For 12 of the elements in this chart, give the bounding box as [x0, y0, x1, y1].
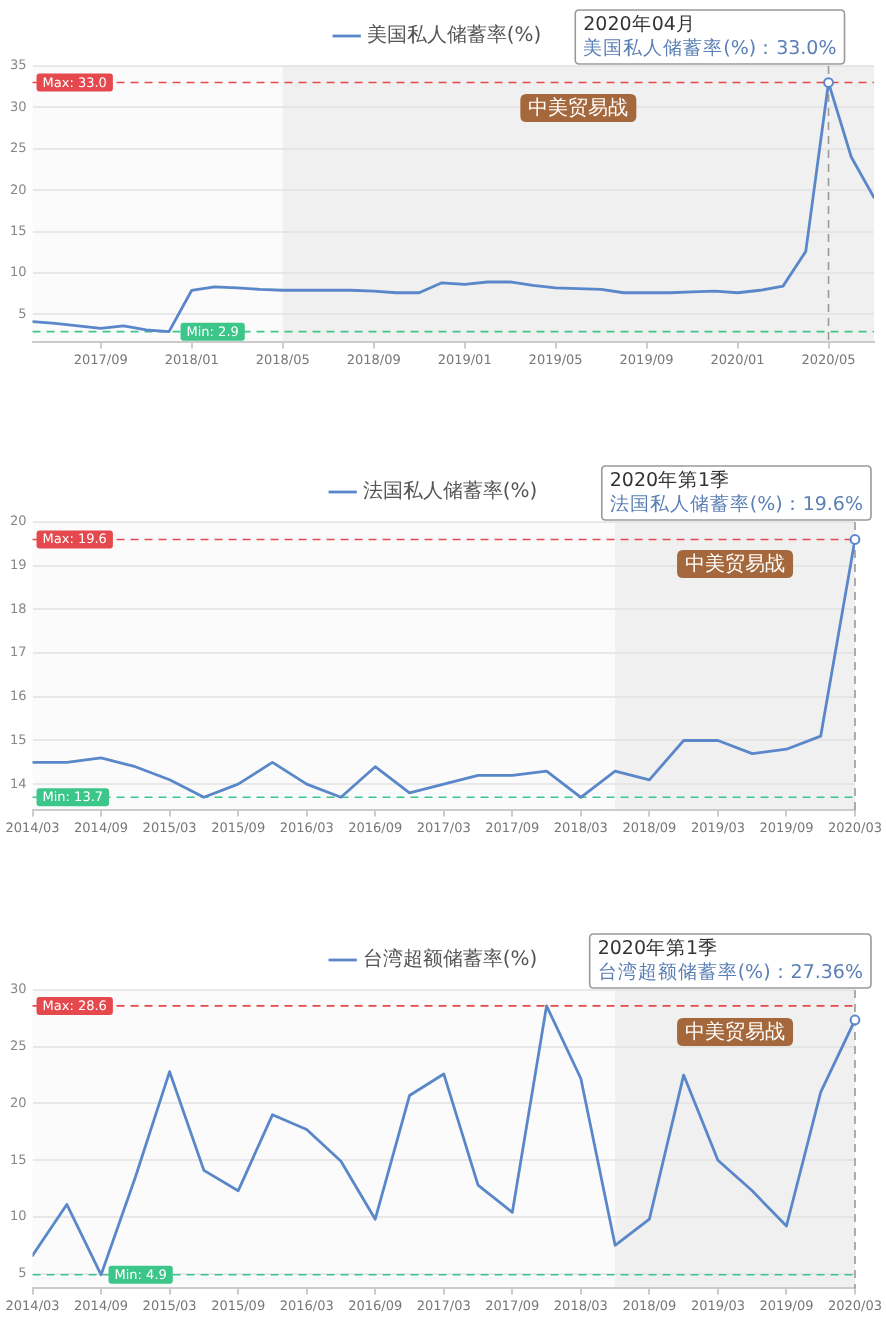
band-label: 中美贸易战 — [685, 552, 786, 577]
annotation: 台湾超额储蓄率(%)：27.36% — [597, 959, 864, 984]
annotation: 美国私人储蓄率(%)：33.0% — [583, 35, 837, 60]
text: 2020年第1季 — [597, 935, 719, 960]
legend-label: 美国私人储蓄率(%) — [366, 23, 542, 48]
band-label: 中美贸易战 — [685, 1020, 786, 1045]
text: 2020年04月 — [583, 11, 696, 36]
legend-label: 台湾超额储蓄率(%) — [362, 947, 538, 972]
band-label: 中美贸易战 — [528, 96, 629, 121]
text: 2020年第1季 — [609, 467, 731, 492]
legend-label: 法国私人储蓄率(%) — [362, 479, 538, 504]
annotation: 法国私人储蓄率(%)：19.6% — [609, 491, 864, 516]
